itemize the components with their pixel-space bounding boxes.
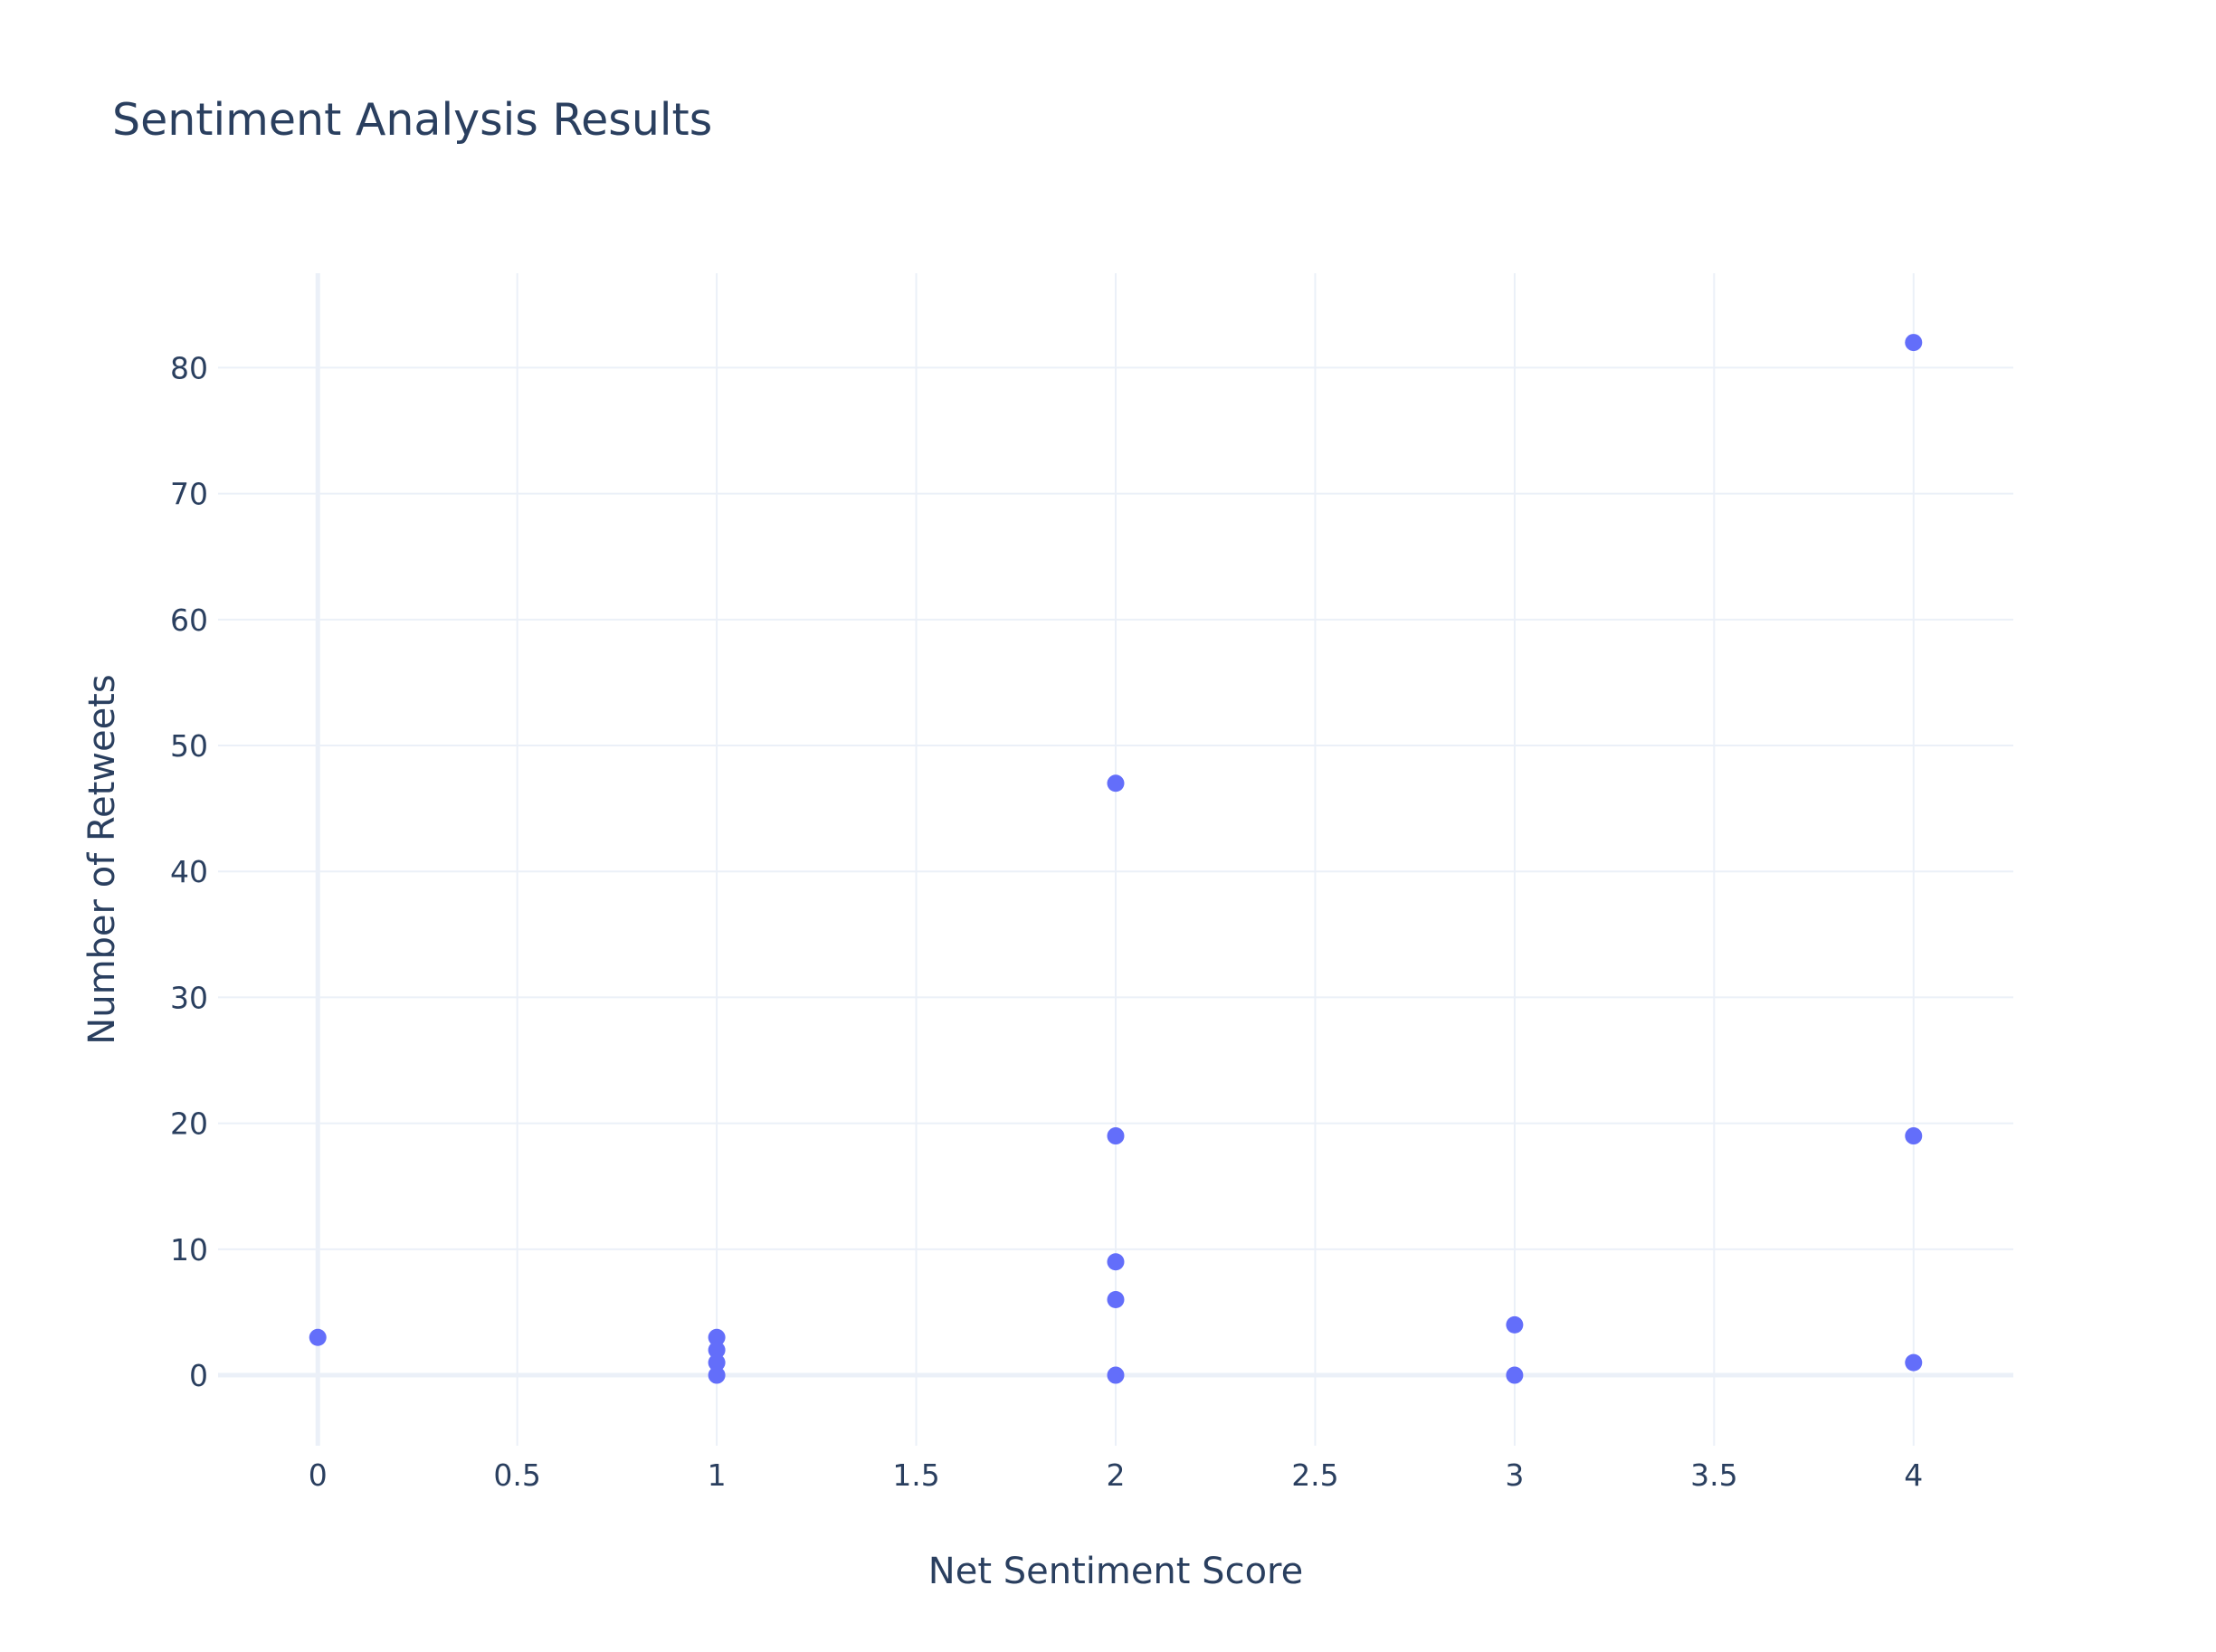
y-axis-ticks: 0 10 20 30 40 50 60 70 80 — [170, 350, 208, 1393]
y-tick-label: 60 — [170, 603, 208, 638]
data-point[interactable] — [708, 1341, 726, 1359]
y-tick-label: 10 — [170, 1232, 208, 1267]
data-point[interactable] — [1905, 334, 1923, 352]
x-tick-label: 2.5 — [1291, 1457, 1338, 1493]
data-point[interactable] — [1107, 1127, 1125, 1145]
y-tick-label: 40 — [170, 854, 208, 889]
x-tick-label: 1 — [708, 1457, 727, 1493]
y-tick-label: 0 — [189, 1358, 208, 1393]
y-tick-label: 70 — [170, 477, 208, 512]
x-tick-label: 3.5 — [1690, 1457, 1737, 1493]
x-tick-label: 4 — [1904, 1457, 1923, 1493]
data-point[interactable] — [1107, 1291, 1125, 1309]
x-tick-label: 2 — [1107, 1457, 1126, 1493]
data-point[interactable] — [1506, 1315, 1524, 1334]
y-tick-label: 50 — [170, 728, 208, 764]
data-point[interactable] — [1107, 1366, 1125, 1384]
y-tick-label: 80 — [170, 350, 208, 385]
data-point[interactable] — [1107, 774, 1125, 793]
data-point[interactable] — [708, 1353, 726, 1372]
data-point[interactable] — [309, 1328, 327, 1346]
data-point[interactable] — [1905, 1353, 1923, 1372]
data-point[interactable] — [708, 1366, 726, 1384]
x-tick-label: 0.5 — [493, 1457, 540, 1493]
x-tick-label: 3 — [1505, 1457, 1524, 1493]
x-axis-title: Net Sentiment Score — [928, 1551, 1303, 1592]
data-points — [309, 334, 1923, 1384]
x-tick-label: 0 — [309, 1457, 328, 1493]
chart-title: Sentiment Analysis Results — [112, 94, 712, 146]
y-axis-title: Number of Retweets — [81, 674, 123, 1044]
data-point[interactable] — [708, 1328, 726, 1346]
y-tick-label: 30 — [170, 980, 208, 1015]
data-point[interactable] — [1905, 1127, 1923, 1145]
data-point[interactable] — [1107, 1253, 1125, 1271]
data-point[interactable] — [1506, 1366, 1524, 1384]
x-tick-label: 1.5 — [892, 1457, 939, 1493]
y-tick-label: 20 — [170, 1106, 208, 1142]
grid-lines — [218, 273, 2013, 1446]
x-axis-ticks: 0 0.5 1 1.5 2 2.5 3 3.5 4 — [309, 1457, 1924, 1493]
